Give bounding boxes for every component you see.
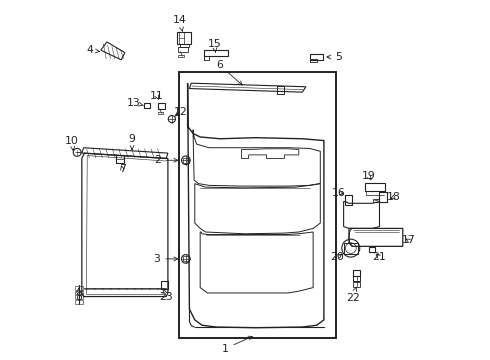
- Bar: [353, 276, 361, 281]
- Bar: [365, 183, 385, 192]
- Bar: [183, 158, 189, 163]
- Bar: [144, 103, 149, 108]
- Text: 18: 18: [387, 192, 401, 202]
- Text: 23: 23: [159, 289, 173, 302]
- Bar: [179, 72, 337, 338]
- Bar: [177, 46, 188, 51]
- Bar: [177, 55, 184, 57]
- Bar: [180, 44, 189, 47]
- Bar: [177, 32, 191, 44]
- Bar: [368, 247, 375, 252]
- Bar: [277, 86, 285, 94]
- Text: 7: 7: [119, 164, 126, 174]
- Bar: [204, 55, 209, 60]
- Text: 22: 22: [346, 287, 360, 303]
- Bar: [158, 112, 163, 114]
- Text: 9: 9: [128, 134, 135, 150]
- Text: 14: 14: [173, 15, 187, 31]
- Bar: [74, 300, 82, 304]
- Text: 20: 20: [331, 252, 344, 262]
- Bar: [310, 59, 317, 62]
- Bar: [373, 199, 379, 202]
- Bar: [353, 282, 361, 287]
- Text: 13: 13: [127, 98, 144, 108]
- Bar: [74, 291, 82, 294]
- Bar: [345, 195, 352, 205]
- Text: 3: 3: [154, 254, 178, 264]
- Text: 21: 21: [372, 252, 386, 262]
- Text: 4: 4: [87, 45, 99, 55]
- Bar: [116, 155, 124, 163]
- Text: 1: 1: [222, 336, 252, 354]
- Bar: [353, 270, 361, 276]
- Bar: [204, 50, 228, 56]
- Text: 5: 5: [327, 52, 342, 62]
- Text: 17: 17: [401, 235, 415, 245]
- Bar: [183, 256, 189, 261]
- Text: 15: 15: [208, 40, 221, 52]
- Text: 8: 8: [75, 288, 82, 302]
- Text: 6: 6: [217, 60, 242, 85]
- Bar: [379, 192, 388, 202]
- Bar: [74, 296, 82, 299]
- Bar: [310, 54, 323, 60]
- Bar: [158, 103, 166, 109]
- Text: 16: 16: [332, 188, 346, 198]
- Text: 10: 10: [65, 136, 79, 150]
- Text: 11: 11: [150, 91, 164, 101]
- Text: 19: 19: [362, 171, 376, 181]
- Bar: [161, 282, 168, 289]
- Bar: [74, 286, 82, 290]
- Text: 2: 2: [154, 155, 178, 165]
- Bar: [343, 243, 358, 253]
- Text: 12: 12: [173, 107, 187, 117]
